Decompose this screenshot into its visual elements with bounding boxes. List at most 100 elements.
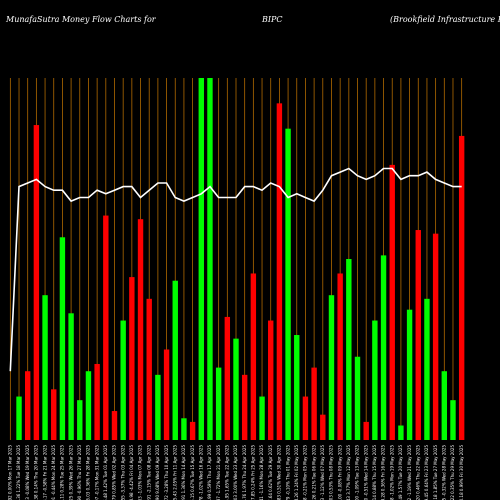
x-tick-label: 38.88 -1.02% Mon 19 May 2025 <box>389 445 394 500</box>
x-tick-label: 35.90 -0.96% Thu 27 Mar 2025 <box>77 445 82 500</box>
x-tick-label: 35.90 9.08% Wed 09 Apr 2025 <box>155 445 160 500</box>
x-tick-label: 39.00 -1.09% Tue 13 May 2025 <box>355 445 360 500</box>
x-tick-label: 33.98 -4.42% Fri 04 Apr 2025 <box>129 445 134 500</box>
money-flow-bar <box>372 320 378 440</box>
money-flow-bar <box>198 78 204 440</box>
money-flow-bar <box>94 363 100 440</box>
x-tick-label: 36.11 0.28% Tue 25 Mar 2025 <box>60 445 65 500</box>
money-flow-bar <box>268 320 274 440</box>
money-flow-bar <box>155 374 161 440</box>
money-flow-bar <box>302 396 309 440</box>
x-tick-label: 37.64 0.62% Tue 29 Apr 2025 <box>268 445 273 500</box>
x-tick-label: 36.79 0.85% Wed 02 Apr 2025 <box>112 445 117 500</box>
x-tick-label: 36.33 -0.08% Wed 19 Mar 2025 <box>25 445 30 500</box>
x-tick-label: 35.97 -0.17% Mon 31 Mar 2025 <box>94 445 99 500</box>
money-flow-bar <box>328 295 335 440</box>
x-tick-label: 36.25 0.39% Wed 26 Mar 2025 <box>68 445 73 500</box>
x-tick-label: 39.14 0.88% Thu 15 May 2025 <box>372 445 377 500</box>
x-tick-label: 35.43 2.05% Fri 11 Apr 2025 <box>172 445 177 500</box>
money-flow-bar <box>42 295 48 440</box>
money-flow-bar <box>424 298 430 440</box>
money-flow-bar <box>233 338 239 440</box>
x-tick-label: 38.00 -0.08% Fri 09 May 2025 <box>337 445 342 500</box>
money-flow-bar <box>320 414 326 440</box>
money-flow-bar <box>241 374 248 440</box>
money-flow-bar <box>415 230 421 440</box>
money-flow-bar <box>432 233 439 440</box>
money-flow-bar <box>85 371 92 440</box>
money-flow-bar <box>441 371 448 440</box>
x-tick-label: 38.26 1.24% Fri 02 May 2025 <box>294 445 299 500</box>
money-flow-bar <box>51 389 57 440</box>
x-tick-label: 33.63 -1.03% Mon 07 Apr 2025 <box>138 445 143 500</box>
x-tick-label: 37.83 -1.12% Wed 07 May 2025 <box>320 445 325 500</box>
money-flow-bar <box>294 335 300 440</box>
money-flow-bar <box>68 313 74 440</box>
money-flow-bar <box>146 298 152 440</box>
money-flow-bar <box>380 255 387 440</box>
money-flow-bar <box>285 128 291 440</box>
x-tick-label: 40.18 1.85% Tue 27 May 2025 <box>433 445 438 500</box>
money-flow-bar <box>406 309 413 440</box>
x-tick-label: 37.03 3.00% Wed 23 Apr 2025 <box>233 445 238 500</box>
money-flow-bar <box>363 421 369 440</box>
header-right: (Brookfield Infrastructure Part <box>390 15 500 24</box>
money-flow-bar <box>215 367 222 440</box>
x-tick-label: 36.17 -0.58% Fri 21 Mar 2025 <box>42 445 47 500</box>
money-flow-bar <box>276 103 283 440</box>
money-flow-bar <box>354 356 361 440</box>
x-tick-label: 36.36 1.22% Tue 18 Mar 2025 <box>16 445 21 500</box>
x-tick-label: 39.02 -1.19% Wed 21 May 2025 <box>407 445 412 500</box>
x-tick-label: 38.18 -0.21% Mon 05 May 2025 <box>303 445 308 500</box>
x-tick-label: 39.43 3.77% Mon 12 May 2025 <box>346 445 351 500</box>
money-flow-bar <box>163 349 170 440</box>
x-tick-label: 32.91 -2.15% Tue 08 Apr 2025 <box>146 445 151 500</box>
money-flow-bar <box>250 273 257 440</box>
x-tick-label: 37.83 0.51% Wed 30 Apr 2025 <box>277 445 282 500</box>
x-tick-label: 37.85 0.24% Fri 25 Apr 2025 <box>251 445 256 500</box>
x-tick-label: 37.76 1.97% Thu 24 Apr 2025 <box>242 445 247 500</box>
money-flow-bar <box>111 411 118 440</box>
money-flow-bar <box>24 371 31 440</box>
money-flow-bar <box>346 259 352 440</box>
money-flow-bar <box>224 316 231 440</box>
x-tick-label: 39.20 0.46% Thu 22 May 2025 <box>416 445 421 500</box>
x-tick-label: 36.38 0.14% Thu 20 Mar 2025 <box>34 445 39 500</box>
x-tick-label: 38.03 0.53% Thu 08 May 2025 <box>329 445 334 500</box>
x-tick-label: 39.49 1.57% Tue 20 May 2025 <box>398 445 403 500</box>
money-flow-bar <box>129 277 135 440</box>
x-tick-label: 37.41 -1.16% Mon 28 Apr 2025 <box>259 445 264 500</box>
header-ticker: BIPC <box>261 15 283 24</box>
x-tick-label: 40.05 -0.32% Wed 28 May 2025 <box>442 445 447 500</box>
x-tick-label: 35.55 -3.37% Thu 03 Apr 2025 <box>120 445 125 500</box>
money-flow-bar <box>103 215 109 440</box>
x-tick-label: 35.78 -1.02% Wed 16 Apr 2025 <box>199 445 204 500</box>
money-flow-bar <box>259 396 265 440</box>
x-tick-label: 35.99 0.59% Thu 17 Apr 2025 <box>207 445 212 500</box>
money-flow-bar <box>207 78 213 440</box>
x-tick-label: 39.45 0.64% Fri 23 May 2025 <box>424 445 429 500</box>
money-flow-bar <box>77 400 83 440</box>
money-flow-bar <box>311 367 317 440</box>
money-flow-bar <box>120 320 126 440</box>
money-flow-bar <box>137 219 144 440</box>
x-tick-label: 35.37 -1.72% Mon 21 Apr 2025 <box>216 445 221 500</box>
x-tick-label: 37.79 -0.10% Thu 01 May 2025 <box>285 445 290 500</box>
money-flow-bar <box>181 418 187 440</box>
money-flow-bar <box>33 125 40 440</box>
x-tick-label: 36.01 -0.44% Mon 24 Mar 2025 <box>51 445 56 500</box>
money-flow-bar <box>389 164 395 440</box>
money-flow-bar <box>59 237 66 440</box>
money-flow-bar <box>458 135 465 441</box>
header-left: MunafaSutra Money Flow Charts for <box>5 15 157 24</box>
x-tick-label: 34.72 -3.28% Thu 10 Apr 2025 <box>164 445 169 500</box>
money-flow-bar <box>189 421 196 440</box>
x-axis-labels: 40.18 0.99% Fri 30 May 2025 40.22 0.35% T… <box>8 445 464 500</box>
x-tick-label: 40.22 0.35% Thu 29 May 2025 <box>450 445 455 500</box>
x-tick-label: 35.92 0.00% Mon 17 Mar 2025 <box>8 445 13 500</box>
money-flow-bar <box>172 280 178 440</box>
x-tick-label: 35.95 1.65% Tue 22 Apr 2025 <box>225 445 230 500</box>
money-flow-bar <box>337 273 343 440</box>
money-flow-bar <box>16 396 22 440</box>
